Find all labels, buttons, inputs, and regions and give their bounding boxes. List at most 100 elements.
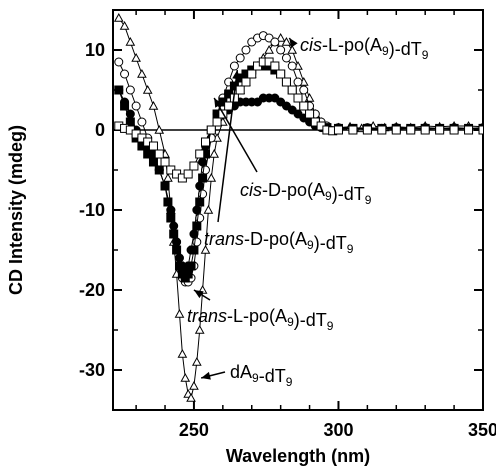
- data-point: [160, 181, 170, 191]
- data-point: [449, 125, 459, 135]
- annotation: cis-L-po(A9)-dT9: [288, 35, 429, 62]
- data-point: [166, 213, 176, 223]
- annotation-leader: [213, 97, 258, 173]
- data-point: [189, 380, 199, 390]
- annotation-label: dA9-dT9: [230, 362, 293, 389]
- series-trans-L-po(A9)-dT9: [114, 57, 483, 183]
- data-point: [192, 205, 202, 215]
- y-tick-label: 10: [85, 40, 105, 60]
- data-point: [420, 125, 430, 135]
- x-tick-label: 300: [323, 420, 353, 440]
- data-point: [264, 44, 274, 54]
- data-point: [209, 148, 220, 158]
- data-point: [200, 244, 211, 254]
- data-point: [186, 245, 196, 255]
- data-point: [464, 125, 474, 135]
- x-axis-title: Wavelength (nm): [226, 446, 370, 466]
- data-point: [169, 221, 179, 231]
- data-point: [224, 101, 234, 111]
- data-point: [183, 261, 193, 271]
- y-tick-label: 0: [95, 120, 105, 140]
- data-point: [198, 189, 208, 199]
- data-point: [281, 77, 291, 87]
- data-point: [212, 117, 222, 127]
- data-point: [160, 157, 170, 167]
- data-point: [174, 308, 185, 318]
- data-point: [137, 117, 147, 127]
- data-point: [114, 57, 124, 67]
- data-point: [293, 93, 303, 103]
- data-point: [198, 173, 208, 183]
- data-point: [148, 100, 159, 110]
- data-point: [195, 213, 205, 223]
- annotation-arrowhead: [193, 290, 204, 299]
- data-point: [276, 69, 286, 79]
- data-point: [194, 324, 205, 334]
- data-point: [201, 137, 210, 147]
- data-point: [148, 141, 158, 151]
- annotation-arrowhead: [201, 371, 211, 380]
- data-point: [114, 85, 124, 95]
- data-point: [281, 53, 291, 63]
- data-point: [131, 52, 141, 62]
- data-point: [198, 157, 208, 167]
- annotation-leader: [217, 69, 239, 223]
- data-point: [235, 85, 245, 95]
- annotation: cis-D-po(A9)-dT9: [213, 97, 372, 207]
- data-point: [203, 204, 214, 214]
- data-point: [174, 253, 184, 263]
- data-point: [169, 229, 179, 239]
- data-point: [206, 172, 217, 182]
- data-point: [189, 229, 199, 239]
- data-point: [293, 77, 303, 87]
- data-point: [142, 84, 153, 94]
- data-point: [247, 69, 257, 79]
- data-point: [287, 44, 298, 54]
- annotation-arrowhead: [214, 98, 223, 108]
- data-point: [119, 20, 130, 30]
- data-point: [125, 85, 135, 95]
- y-axis-title: CD Intensity (mdeg): [6, 125, 26, 295]
- data-point: [137, 68, 147, 78]
- annotation-arrowhead: [289, 38, 298, 48]
- annotation: trans-D-po(A9)-dT9: [204, 69, 354, 256]
- data-point: [287, 61, 297, 71]
- data-point: [201, 165, 210, 175]
- annotations: cis-L-po(A9)-dT9 cis-D-po(A9)-dT9 trans-D-…: [187, 35, 429, 389]
- data-point: [131, 101, 141, 111]
- data-point: [270, 37, 280, 47]
- data-point: [391, 125, 401, 135]
- data-point: [276, 45, 286, 55]
- data-point: [229, 61, 239, 71]
- data-point: [287, 85, 297, 95]
- data-point: [191, 356, 202, 366]
- data-point: [154, 124, 165, 134]
- data-point: [154, 149, 164, 159]
- data-point: [235, 53, 245, 63]
- data-point: [166, 205, 176, 215]
- data-point: [113, 12, 124, 22]
- annotation-label: trans-L-po(A9)-dT9: [187, 306, 334, 333]
- data-point: [154, 165, 164, 175]
- data-point: [299, 85, 309, 95]
- data-point: [186, 392, 196, 402]
- y-tick-label: -20: [79, 280, 105, 300]
- annotation-label: trans-D-po(A9)-dT9: [204, 229, 354, 256]
- data-point: [435, 125, 445, 135]
- data-point: [125, 109, 135, 119]
- data-point: [241, 77, 251, 87]
- data-point: [275, 32, 286, 42]
- y-tick-labels: 10 0 -10 -20 -30: [79, 40, 105, 380]
- x-tick-labels: 250 300 350: [179, 420, 496, 440]
- data-point: [362, 125, 372, 135]
- data-point: [125, 36, 136, 46]
- data-point: [183, 169, 193, 179]
- data-point: [348, 125, 358, 135]
- data-point: [172, 245, 182, 255]
- data-point: [195, 181, 205, 191]
- data-point: [299, 101, 309, 111]
- annotation-label: cis-D-po(A9)-dT9: [240, 180, 372, 207]
- data-point: [281, 36, 292, 46]
- annotation-arrowhead: [232, 70, 241, 80]
